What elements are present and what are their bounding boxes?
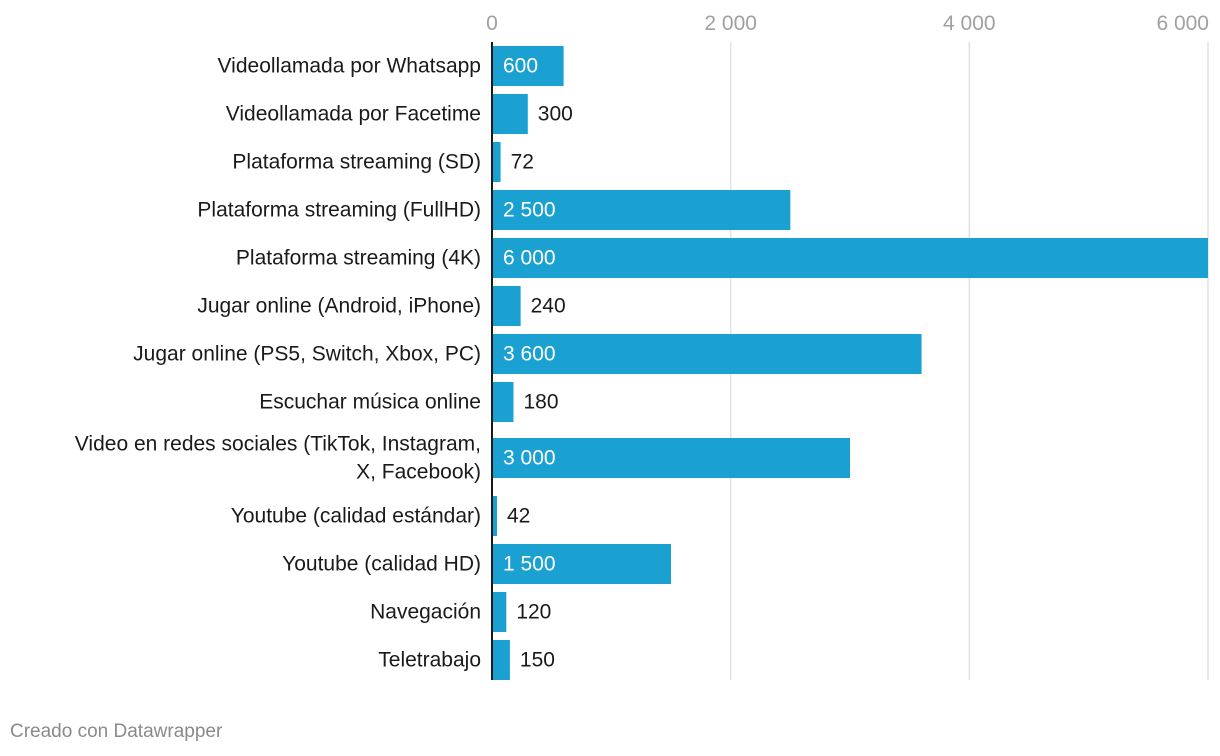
value-label: 150 [520, 649, 555, 672]
category-label: X, Facebook) [356, 461, 481, 484]
value-label: 600 [503, 55, 538, 78]
value-label: 3 600 [503, 343, 556, 366]
x-tick-label: 4 000 [943, 12, 996, 35]
value-label: 3 000 [503, 447, 556, 470]
value-label: 120 [516, 601, 551, 624]
category-label: Youtube (calidad HD) [282, 553, 481, 576]
value-label: 42 [507, 505, 530, 528]
bar[interactable] [492, 640, 510, 680]
bar[interactable] [492, 544, 671, 584]
bar[interactable] [492, 592, 507, 632]
category-label: Videollamada por Whatsapp [218, 55, 481, 78]
category-label: Navegación [370, 601, 481, 624]
value-label: 240 [531, 295, 566, 318]
category-label: Video en redes sociales (TikTok, Instagr… [75, 433, 481, 456]
value-label: 72 [511, 151, 534, 174]
category-label: Jugar online (Android, iPhone) [197, 295, 481, 318]
bar[interactable] [492, 438, 850, 478]
value-label: 1 500 [503, 553, 556, 576]
bar[interactable] [492, 286, 521, 326]
bar[interactable] [492, 46, 564, 86]
x-tick-label: 6 000 [1156, 12, 1209, 35]
category-label: Youtube (calidad estándar) [231, 505, 481, 528]
bar[interactable] [492, 496, 498, 536]
category-label: Plataforma streaming (FullHD) [197, 199, 481, 222]
value-label: 6 000 [503, 247, 556, 270]
value-label: 2 500 [503, 199, 556, 222]
footer-credit[interactable]: Creado con Datawrapper [10, 721, 223, 742]
bar[interactable] [492, 238, 1208, 278]
category-label: Plataforma streaming (SD) [232, 151, 481, 174]
bar[interactable] [492, 190, 791, 230]
bar[interactable] [492, 94, 528, 134]
category-label: Teletrabajo [378, 649, 481, 672]
category-label: Escuchar música online [259, 391, 481, 414]
bar[interactable] [492, 382, 514, 422]
category-label: Plataforma streaming (4K) [236, 247, 481, 270]
bar[interactable] [492, 142, 501, 182]
x-tick-label: 2 000 [704, 12, 757, 35]
bar[interactable] [492, 334, 922, 374]
category-label: Videollamada por Facetime [226, 103, 481, 126]
value-label: 180 [523, 391, 558, 414]
category-label: Jugar online (PS5, Switch, Xbox, PC) [133, 343, 481, 366]
value-label: 300 [538, 103, 573, 126]
x-tick-label: 0 [486, 12, 498, 35]
